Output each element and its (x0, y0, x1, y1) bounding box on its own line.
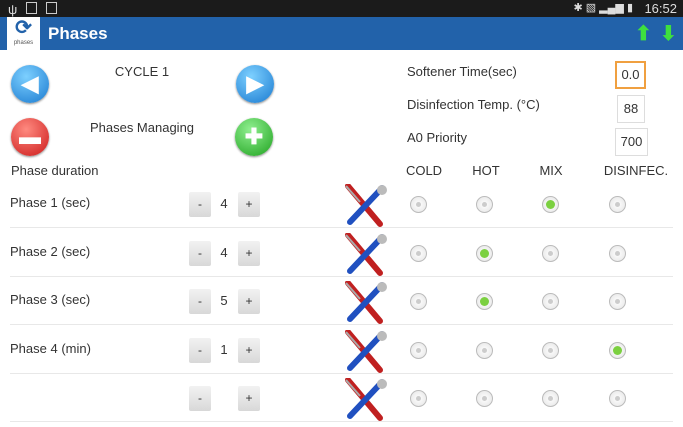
previous-cycle-button[interactable]: ◀ (11, 65, 49, 103)
softener-time-label: Softener Time(sec) (407, 64, 517, 79)
increment-button[interactable]: + (238, 289, 260, 314)
arrow-up-icon[interactable]: ⬆ (635, 23, 652, 45)
phase-name: Phase 1 (sec) (10, 195, 91, 210)
phase-row: Phase 1 (sec) 4- + (10, 180, 673, 228)
radio-cold[interactable] (410, 196, 427, 213)
phase-row: Phase 2 (sec) 4- + (10, 229, 673, 277)
radio-hot[interactable] (476, 293, 493, 310)
phase-name: Phase 4 (min) (10, 340, 91, 356)
phases-managing-label: Phases Managing (89, 120, 195, 135)
page-title: Phases (48, 24, 108, 43)
radio-hot[interactable] (476, 390, 493, 407)
app-logo[interactable]: ⟳ phases (7, 17, 40, 50)
radio-cold[interactable] (410, 293, 427, 310)
a0-priority-label: A0 Priority (407, 130, 467, 145)
next-cycle-button[interactable]: ▶ (236, 65, 274, 103)
refresh-icon: ⟳ (15, 17, 32, 39)
radio-disinfec[interactable] (609, 196, 626, 213)
radio-disinfec[interactable] (609, 293, 626, 310)
cycle-label: CYCLE 1 (114, 64, 170, 79)
phase-duration-value: 4 (220, 196, 228, 211)
decrement-button[interactable]: - (189, 240, 211, 266)
clock: 16:52 (644, 1, 677, 16)
radio-hot[interactable] (476, 196, 493, 213)
tools-icon[interactable] (342, 231, 388, 277)
disinfection-temp-input[interactable]: 88 (617, 95, 645, 123)
radio-mix[interactable] (542, 293, 559, 310)
phase-duration-label: Phase duration (11, 163, 99, 178)
phase-name: Phase 2 (sec) (10, 243, 91, 259)
signal-battery-icons: ✱ ▧ ▂▄▆ ▮ (573, 2, 633, 14)
add-phase-button[interactable]: ✚ (235, 118, 273, 156)
increment-button[interactable]: + (238, 386, 260, 411)
disinfection-temp-label: Disinfection Temp. (°C) (407, 97, 540, 112)
phase-name: Phase 3 (sec) (10, 292, 91, 307)
radio-mix[interactable] (542, 196, 559, 213)
usb-icon: ψ (8, 2, 18, 17)
column-cold: COLD (405, 163, 443, 178)
phase-row: - + (10, 374, 673, 422)
phase-duration-value: 5 (220, 293, 228, 308)
image-icon (26, 2, 37, 14)
app-bar (0, 17, 683, 50)
radio-hot[interactable] (476, 244, 493, 262)
increment-button[interactable]: + (238, 240, 260, 266)
column-mix: MIX (539, 163, 563, 178)
phase-row: Phase 3 (sec) 5- + (10, 277, 673, 325)
tools-icon[interactable] (342, 377, 388, 422)
radio-mix[interactable] (542, 341, 559, 359)
phase-duration-value: 4 (220, 244, 228, 260)
radio-mix[interactable] (542, 390, 559, 407)
radio-cold[interactable] (410, 244, 427, 262)
decrement-button[interactable]: - (189, 386, 211, 411)
radio-cold[interactable] (410, 390, 427, 407)
softener-time-input[interactable]: 0.0 (615, 61, 646, 89)
column-hot: HOT (472, 163, 500, 178)
a0-priority-input[interactable]: 700 (615, 128, 648, 156)
decrement-button[interactable]: - (189, 289, 211, 314)
radio-cold[interactable] (410, 341, 427, 359)
sim-icon (46, 2, 57, 14)
arrow-down-icon[interactable]: ⬇ (660, 23, 677, 45)
increment-button[interactable]: + (238, 192, 260, 217)
tools-icon[interactable] (342, 183, 388, 228)
radio-disinfec[interactable] (609, 341, 626, 359)
radio-hot[interactable] (476, 341, 493, 359)
tools-icon[interactable] (342, 280, 388, 325)
status-bar: ψ ✱ ▧ ▂▄▆ ▮ 16:52 (0, 0, 683, 17)
column-disinfec: DISINFEC. (603, 163, 669, 178)
radio-disinfec[interactable] (609, 390, 626, 407)
decrement-button[interactable]: - (189, 192, 211, 217)
increment-button[interactable]: + (238, 337, 260, 363)
phase-row: Phase 4 (min) 1- + (10, 326, 673, 374)
remove-phase-button[interactable]: ▬ (11, 118, 49, 156)
radio-disinfec[interactable] (609, 244, 626, 262)
tools-icon[interactable] (342, 328, 388, 374)
phase-duration-value: 1 (220, 341, 228, 357)
radio-mix[interactable] (542, 244, 559, 262)
decrement-button[interactable]: - (189, 337, 211, 363)
